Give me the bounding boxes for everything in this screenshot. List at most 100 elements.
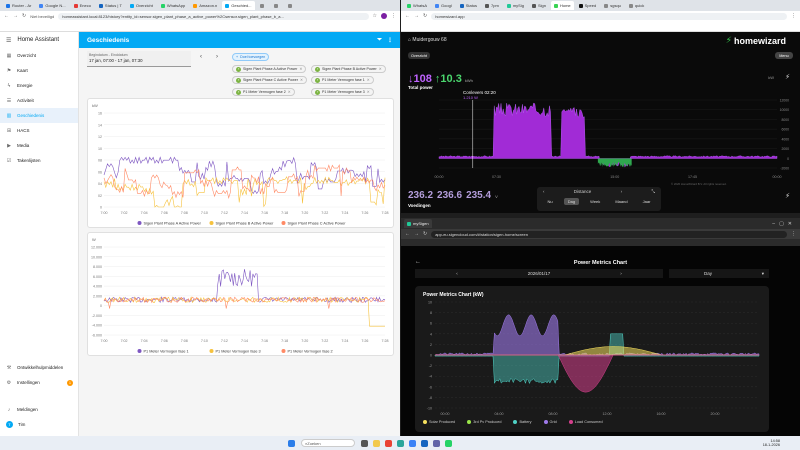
start-icon[interactable] [288, 439, 295, 447]
forward-icon[interactable]: → [414, 13, 419, 19]
browser-tab[interactable] [257, 1, 269, 10]
date-next-icon[interactable]: › [620, 271, 622, 276]
browser-tab[interactable] [271, 1, 283, 10]
legend-label[interactable]: Sigen Plant Phase A Active Power [144, 222, 202, 226]
legend-swatch[interactable] [281, 221, 286, 225]
browser-menu-icon[interactable]: ⋮ [791, 231, 796, 237]
legend-item[interactable]: Battery [513, 420, 532, 424]
period-maand-button[interactable]: Maand [611, 198, 631, 205]
legend-swatch[interactable] [137, 221, 142, 225]
remove-chip-icon[interactable]: ✕ [287, 90, 291, 94]
legend-label[interactable]: Sigen Plant Phase B Active Power [216, 222, 275, 226]
sidebar-item-ontwikkelhulpmiddelen[interactable]: ⚒ Ontwikkelhulpmiddelen [0, 360, 79, 375]
date-prev-icon[interactable]: ‹ [456, 271, 458, 276]
forward-icon[interactable]: → [414, 231, 419, 237]
left-url-input[interactable]: homeassistant.local:8123/history?entity_… [58, 12, 369, 20]
period-jaar-button[interactable]: Jaar [639, 198, 655, 205]
star-icon[interactable]: ☆ [372, 13, 377, 19]
filter-icon[interactable]: ⏷ [377, 36, 382, 43]
sidebar-item-kaart[interactable]: ⚑ Kaart [0, 63, 78, 78]
reload-icon[interactable]: ↻ [423, 231, 428, 237]
remove-chip-icon[interactable]: ✕ [299, 67, 303, 71]
browser-tab[interactable]: 7pm [482, 1, 502, 10]
menu-button[interactable]: Menu [775, 52, 793, 59]
chrome-icon[interactable] [385, 439, 392, 447]
window-controls[interactable]: –▢✕ [772, 220, 796, 227]
legend-label[interactable]: P1 Meter Vermogen fase 3 [216, 350, 261, 354]
mail-icon[interactable] [421, 439, 428, 447]
legend-item[interactable]: Grid [543, 420, 557, 424]
browser-tab[interactable]: Sign [529, 1, 549, 10]
whatsapp-icon[interactable] [445, 439, 452, 447]
hamburger-icon[interactable]: ☰ [6, 37, 12, 44]
next-range-icon[interactable]: › [216, 54, 218, 60]
browser-tab[interactable]: Eneco [71, 1, 94, 10]
sidebar-item-overzicht[interactable]: ▦ Overzicht [0, 48, 78, 63]
edge-icon[interactable] [397, 439, 404, 447]
browser-tab[interactable]: Googl [432, 1, 455, 10]
prev-range-icon[interactable]: ‹ [200, 54, 202, 60]
back-icon[interactable]: ← [4, 13, 9, 19]
date-selector[interactable]: ‹ 2026/01/17 › [415, 269, 663, 278]
legend-swatch[interactable] [137, 349, 142, 353]
period-dropdown[interactable]: Day ▾ [669, 269, 769, 278]
sidebar-item-meldingen[interactable]: ♪ Meldingen [0, 402, 79, 417]
tab-mysigen[interactable]: mySigen [404, 219, 432, 228]
sidebar-item-activiteit[interactable]: ☰ Activiteit [0, 93, 78, 108]
store-icon[interactable] [409, 439, 416, 447]
more-menu-icon[interactable]: ⋮ [387, 37, 393, 44]
remove-chip-icon[interactable]: ✕ [299, 78, 303, 82]
right-top-url-input[interactable]: homewizard.app [431, 12, 787, 20]
reload-icon[interactable]: ↻ [423, 13, 428, 19]
period-next-icon[interactable]: › [620, 189, 623, 194]
sidebar-item-tim[interactable]: T Tim [0, 417, 79, 432]
teams-icon[interactable] [433, 439, 440, 447]
sidebar-item-media[interactable]: ▶ Media [0, 138, 78, 153]
date-range-picker[interactable]: Begindatum - Einddatum 17 jan, 07:00 - 1… [87, 51, 191, 67]
target-chip[interactable]: ⚡ P1 Meter Vermogen fase 1 ✕ [311, 76, 374, 84]
legend-label[interactable]: P1 Meter Vermogen fase 1 [144, 350, 189, 354]
sidebar-item-takenlijsten[interactable]: ☑ Takenlijsten [0, 153, 78, 168]
browser-menu-icon[interactable]: ⋮ [391, 13, 396, 19]
browser-tab[interactable]: mySig [504, 1, 527, 10]
legend-label[interactable]: Sigen Plant Phase C Active Power [288, 222, 347, 226]
sigen-back-icon[interactable]: ← [415, 259, 421, 265]
reload-icon[interactable]: ↻ [22, 13, 27, 19]
explorer-icon[interactable] [373, 439, 380, 447]
period-dag-button[interactable]: Dag [563, 198, 580, 205]
clock-date[interactable]: 18-1-2026 [762, 443, 780, 447]
period-nu-button[interactable]: Nu [544, 198, 557, 205]
device-selector[interactable]: ⌂ Muidergouw 68 [408, 37, 447, 43]
browser-tab[interactable]: Home [550, 1, 574, 10]
legend-item[interactable]: Load Consumed [568, 420, 603, 424]
sidebar-item-geschiedenis[interactable]: ▥ Geschiedenis [0, 108, 78, 123]
period-week-button[interactable]: Week [586, 198, 604, 205]
overview-button[interactable]: Overzicht [408, 52, 430, 59]
browser-tab[interactable]: Router - Ar [3, 1, 34, 10]
browser-tab[interactable]: quick [626, 1, 647, 10]
legend-swatch[interactable] [209, 349, 214, 353]
target-chip[interactable]: ⚡ Sigen Plant Phase A Active Power ✕ [232, 65, 307, 73]
period-collapse-icon[interactable]: ⤡ [651, 189, 655, 194]
browser-tab[interactable]: WhatsApp [158, 1, 188, 10]
target-chip[interactable]: ⚡ Sigen Plant Phase C Active Power ✕ [232, 76, 307, 84]
browser-tab[interactable]: WhatsA [404, 1, 430, 10]
period-prev-icon[interactable]: ‹ [543, 189, 545, 194]
legend-label[interactable]: P1 Meter Vermogen fase 2 [288, 350, 333, 354]
voltage-meter-icon[interactable]: ⚡ [785, 193, 790, 200]
browser-tab[interactable] [285, 1, 297, 10]
browser-tab[interactable]: Status [457, 1, 480, 10]
browser-tab[interactable]: Geschied... [222, 1, 255, 10]
browser-tab[interactable]: Status | T [96, 1, 125, 10]
legend-swatch[interactable] [209, 221, 214, 225]
task-view-icon[interactable] [361, 439, 368, 447]
target-chip[interactable]: ⚡ P1 Meter Vermogen fase 2 ✕ [232, 88, 295, 96]
forward-icon[interactable]: → [13, 13, 18, 19]
browser-tab[interactable]: Speed [576, 1, 600, 10]
legend-item[interactable]: 3rd Pv Produced [467, 420, 501, 424]
profile-icon[interactable] [381, 13, 387, 19]
remove-chip-icon[interactable]: ✕ [366, 78, 370, 82]
legend-item[interactable]: Solar Produced [423, 420, 455, 424]
sidebar-item-instellingen[interactable]: ⚙ Instellingen 1 [0, 375, 79, 390]
sidebar-item-energie[interactable]: ϟ Energie [0, 78, 78, 93]
